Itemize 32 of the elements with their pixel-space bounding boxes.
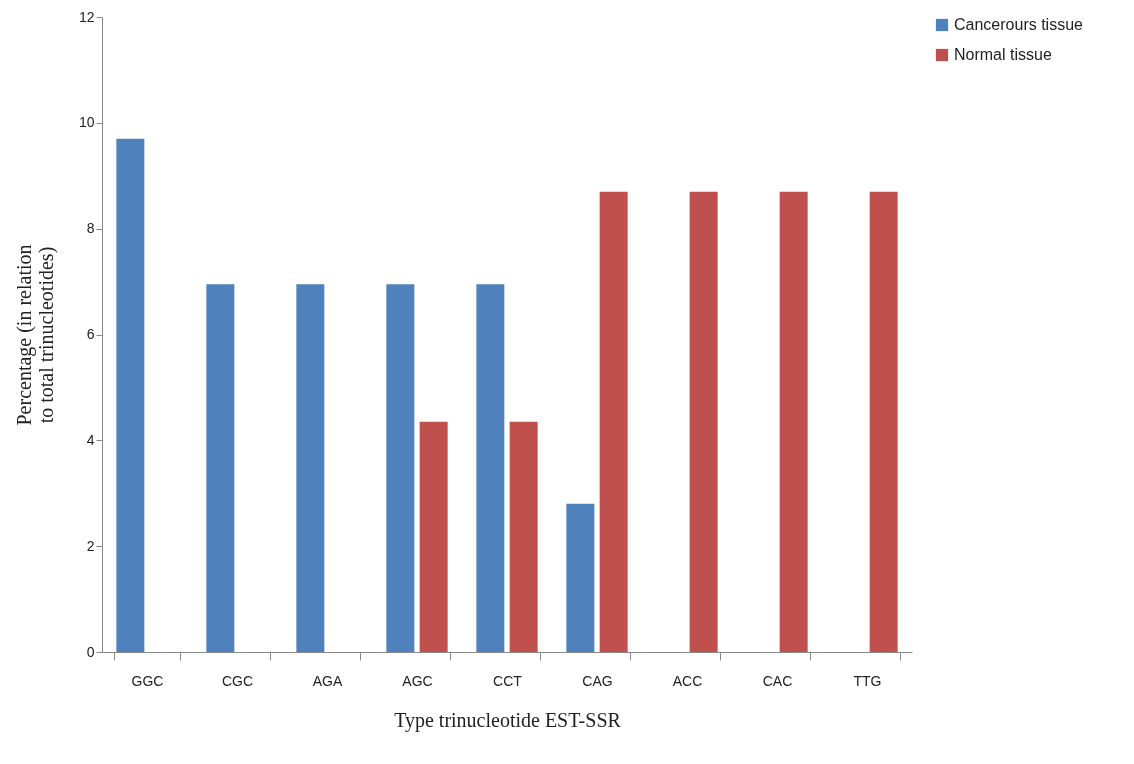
y-tick-label: 4 [86, 431, 95, 448]
x-tick-label: CAG [582, 672, 613, 689]
x-tick-label: ACC [672, 672, 703, 689]
bar [689, 191, 718, 652]
x-tick-label: AGA [312, 672, 343, 689]
legend-label: Cancerours tissue [954, 16, 1084, 33]
bar [476, 284, 505, 652]
x-tick-label: AGC [402, 672, 433, 689]
x-tick-label: CGC [221, 672, 254, 689]
x-tick-label: GGC [131, 672, 164, 689]
y-axis-title: Percentage (in relation to total trinucleotides) [12, 244, 58, 426]
bar [116, 138, 145, 652]
x-tick-label: CAC [762, 672, 793, 689]
bar [386, 284, 415, 652]
legend-label: Normal tissue [954, 46, 1052, 63]
x-tick-label: TTG [853, 672, 882, 689]
y-tick-label: 6 [86, 326, 95, 342]
bar [206, 284, 235, 652]
x-axis-title: Type trinucleotide EST-SSR [394, 708, 622, 732]
y-tick-label: 2 [86, 537, 95, 554]
y-tick-label: 8 [86, 220, 95, 237]
y-tick-label: 12 [78, 8, 95, 25]
bar [779, 191, 808, 652]
bar [599, 191, 628, 652]
bar [419, 421, 448, 652]
bar [509, 421, 538, 652]
bar [869, 191, 898, 652]
bar [296, 284, 325, 652]
bar [566, 503, 595, 652]
y-tick-label: 0 [86, 643, 95, 660]
x-tick-label: CCT [493, 672, 523, 689]
y-tick-label: 10 [78, 114, 95, 131]
